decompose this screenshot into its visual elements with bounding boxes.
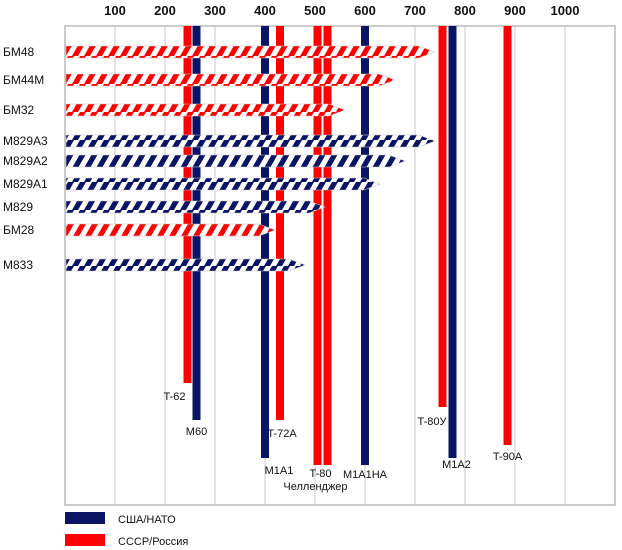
- legend-swatch: [65, 512, 105, 524]
- tank-label: M1A1HA: [343, 469, 388, 481]
- projectile-bar: [65, 258, 306, 272]
- x-tick-label: 400: [254, 3, 276, 18]
- legend-swatch: [65, 534, 105, 546]
- tank-label: T-72A: [267, 428, 297, 440]
- tank-bar: [448, 26, 457, 458]
- x-tick-label: 600: [354, 3, 376, 18]
- x-tick-label: 300: [204, 3, 226, 18]
- tank-bar: [313, 26, 322, 465]
- x-tick-label: 100: [104, 3, 126, 18]
- plot-frame: [64, 25, 616, 506]
- projectile-label: M833: [3, 258, 33, 272]
- x-tick-label: 800: [454, 3, 476, 18]
- legend-label: СССР/Россия: [118, 536, 188, 548]
- x-tick-label: 200: [154, 3, 176, 18]
- projectile-bar: [65, 134, 436, 148]
- projectile-label: M829A1: [3, 177, 48, 191]
- tank-bar: [192, 26, 201, 420]
- projectile-label: M829: [3, 200, 33, 214]
- tank-label: M1A1: [265, 465, 294, 477]
- x-tick-label: 700: [404, 3, 426, 18]
- legend: США/НАТО СССР/Россия: [65, 512, 188, 548]
- tank-bar: [503, 26, 512, 445]
- projectile-bars: БМ48 БМ44М БМ32 M829A3 M829A2 M829A1 M829 БМ28 M…: [3, 45, 436, 272]
- tank-bar: [261, 26, 269, 458]
- x-tick-label: 1000: [551, 3, 580, 18]
- x-tick-label: 500: [304, 3, 326, 18]
- tank-label: M1A2: [442, 459, 471, 471]
- tank-bar: [361, 26, 369, 465]
- projectile-label: БМ44М: [3, 73, 44, 87]
- tank-bar: [438, 26, 447, 407]
- projectile-label: M829A2: [3, 154, 48, 168]
- tank-label: T-90A: [493, 451, 523, 463]
- tank-label: Челленджер: [283, 481, 347, 493]
- projectile-bar: [65, 45, 436, 59]
- projectile-bar: [65, 103, 346, 117]
- legend-label: США/НАТО: [118, 514, 176, 526]
- tank-bar: [323, 26, 332, 465]
- projectile-bar: [65, 73, 396, 87]
- tank-label: T-80: [309, 468, 331, 480]
- x-axis-ticks: 100 200 300 400 500 600 700 800 900 1000: [104, 3, 579, 18]
- tank-label: T-80У: [418, 416, 448, 428]
- projectile-bar: [65, 177, 381, 191]
- tank-bar: [276, 26, 284, 420]
- projectile-bar: [65, 154, 406, 168]
- tank-label: T-62: [163, 391, 185, 403]
- x-tick-label: 900: [504, 3, 526, 18]
- projectile-label: БМ48: [3, 45, 35, 59]
- projectile-label: M829A3: [3, 134, 48, 148]
- projectile-label: БМ32: [3, 103, 35, 117]
- projectile-bar: [65, 223, 276, 237]
- tank-label: M60: [186, 426, 207, 438]
- projectile-bar: [65, 200, 326, 214]
- projectile-label: БМ28: [3, 223, 35, 237]
